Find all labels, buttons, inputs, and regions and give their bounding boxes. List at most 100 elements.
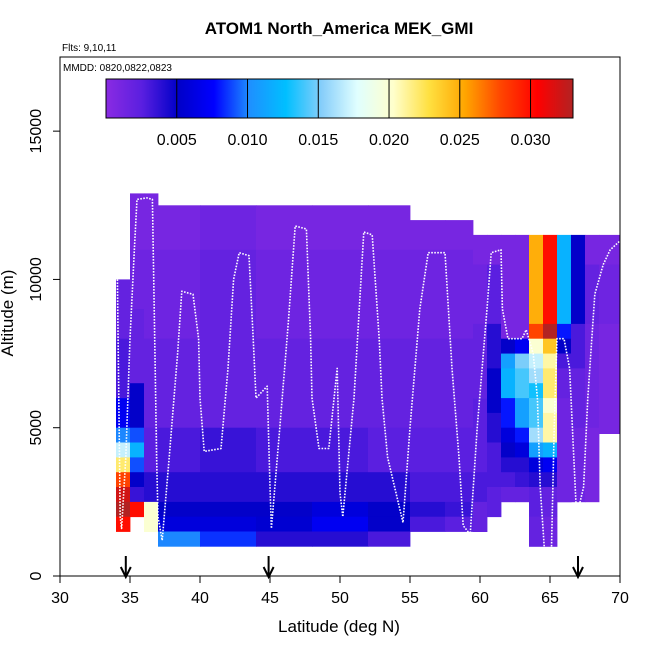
heatmap-cell bbox=[445, 501, 474, 518]
heatmap-cell bbox=[200, 249, 257, 340]
heatmap-cell bbox=[543, 487, 558, 518]
heatmap-cell bbox=[487, 412, 502, 443]
heatmap-cell bbox=[557, 353, 572, 369]
heatmap-cell bbox=[529, 323, 544, 340]
x-tick-label: 50 bbox=[331, 590, 349, 607]
heatmap-cell bbox=[445, 516, 474, 532]
heatmap-cell bbox=[501, 368, 516, 399]
heatmap-cell bbox=[515, 368, 530, 399]
heatmap-cell bbox=[116, 279, 131, 340]
heatmap-cell bbox=[256, 516, 313, 532]
heatmap-cell bbox=[487, 487, 502, 518]
heatmap-cell bbox=[200, 531, 257, 547]
heatmap-cell bbox=[116, 472, 131, 488]
heatmap-cell bbox=[158, 531, 201, 547]
heatmap-cell bbox=[410, 338, 446, 429]
heatmap-cell bbox=[515, 487, 530, 503]
chart-title: ATOM1 North_America MEK_GMI bbox=[205, 19, 474, 38]
heatmap-cell bbox=[445, 338, 474, 429]
x-tick-label: 65 bbox=[541, 590, 559, 607]
y-tick-label: 5000 bbox=[28, 410, 45, 446]
x-tick-label: 30 bbox=[51, 590, 69, 607]
heatmap-cell bbox=[543, 368, 558, 399]
heatmap-cell bbox=[529, 427, 544, 443]
heatmap-cell bbox=[200, 501, 257, 518]
heatmap-cell bbox=[501, 457, 516, 473]
heatmap-cell bbox=[158, 501, 201, 518]
heatmap-cell bbox=[116, 442, 131, 458]
heatmap-cell bbox=[158, 249, 201, 340]
heatmap-cell bbox=[256, 472, 313, 503]
heatmap-cell bbox=[473, 472, 488, 503]
colorbar-tick-label: 0.015 bbox=[298, 132, 338, 149]
x-tick-label: 70 bbox=[611, 590, 629, 607]
heatmap-cell bbox=[501, 472, 516, 488]
heatmap-cell bbox=[529, 457, 544, 473]
heatmap-cell bbox=[543, 472, 558, 488]
heatmap-cell bbox=[130, 383, 145, 429]
colorbar-bar bbox=[105, 78, 574, 119]
heatmap-cell bbox=[158, 516, 201, 532]
heatmap-cell bbox=[557, 234, 572, 325]
heatmap-cell bbox=[543, 323, 558, 340]
heatmap-cell bbox=[543, 516, 558, 547]
colorbar-tick-label: 0.030 bbox=[511, 132, 551, 149]
heatmap-cell bbox=[130, 427, 145, 443]
heatmap-cell bbox=[130, 487, 145, 503]
heatmap-cell bbox=[445, 249, 474, 340]
heatmap-cell bbox=[529, 338, 544, 354]
heatmap-cell bbox=[410, 516, 446, 532]
heatmap-cell bbox=[312, 338, 369, 429]
heatmap-cell bbox=[312, 205, 369, 251]
heatmap-cell bbox=[144, 501, 159, 532]
heatmap-cell bbox=[368, 427, 411, 473]
heatmap-cell bbox=[130, 309, 145, 384]
heatmap-cell bbox=[515, 472, 530, 488]
heatmap-cell bbox=[312, 531, 369, 547]
flight-track bbox=[116, 197, 621, 554]
heatmap-cell bbox=[501, 427, 516, 443]
heatmap-cell bbox=[557, 338, 572, 354]
heatmap-cell bbox=[445, 427, 474, 473]
heatmap-cell bbox=[501, 353, 516, 369]
heatmap-cell bbox=[473, 323, 488, 399]
heatmap-cell bbox=[487, 368, 502, 414]
heatmap-cell bbox=[368, 516, 411, 532]
flights-label: Flts: 9,10,11 bbox=[62, 43, 117, 54]
heatmap-cell bbox=[529, 442, 544, 458]
heatmap-cell bbox=[529, 368, 544, 384]
heatmap-cell bbox=[158, 427, 201, 473]
heatmap-cell bbox=[501, 338, 516, 354]
y-axis-label: Altitude (m) bbox=[0, 270, 17, 357]
heatmap-cell bbox=[445, 472, 474, 503]
y-tick-label: 0 bbox=[28, 571, 45, 580]
x-tick-label: 45 bbox=[261, 590, 279, 607]
heatmap-cell bbox=[473, 501, 488, 532]
x-tick-label: 35 bbox=[121, 590, 139, 607]
heatmap-cells bbox=[116, 193, 621, 547]
heatmap-cell bbox=[515, 338, 530, 354]
heatmap-cell bbox=[585, 427, 600, 503]
heatmap-cell bbox=[116, 457, 131, 473]
heatmap-cell bbox=[368, 338, 411, 429]
heatmap-cell bbox=[158, 472, 201, 503]
heatmap-cell bbox=[312, 501, 369, 518]
heatmap-cell bbox=[368, 205, 411, 251]
heatmap-cell bbox=[410, 249, 446, 340]
heatmap-cell bbox=[368, 472, 411, 503]
heatmap-cell bbox=[116, 338, 131, 399]
heatmap-cell bbox=[571, 234, 586, 325]
heatmap-cell bbox=[585, 264, 600, 325]
heatmap-cell bbox=[529, 234, 544, 325]
heatmap-cell bbox=[312, 516, 369, 532]
heatmap-cell bbox=[529, 353, 544, 369]
heatmap-cell bbox=[144, 249, 159, 340]
heatmap-cell bbox=[501, 398, 516, 429]
heatmap-cell bbox=[473, 234, 488, 265]
colorbar-tick-label: 0.010 bbox=[227, 132, 267, 149]
heatmap-cell bbox=[410, 472, 446, 503]
heatmap-cell bbox=[473, 398, 488, 473]
heatmap-cell bbox=[158, 205, 201, 251]
heatmap-cell bbox=[410, 220, 446, 251]
